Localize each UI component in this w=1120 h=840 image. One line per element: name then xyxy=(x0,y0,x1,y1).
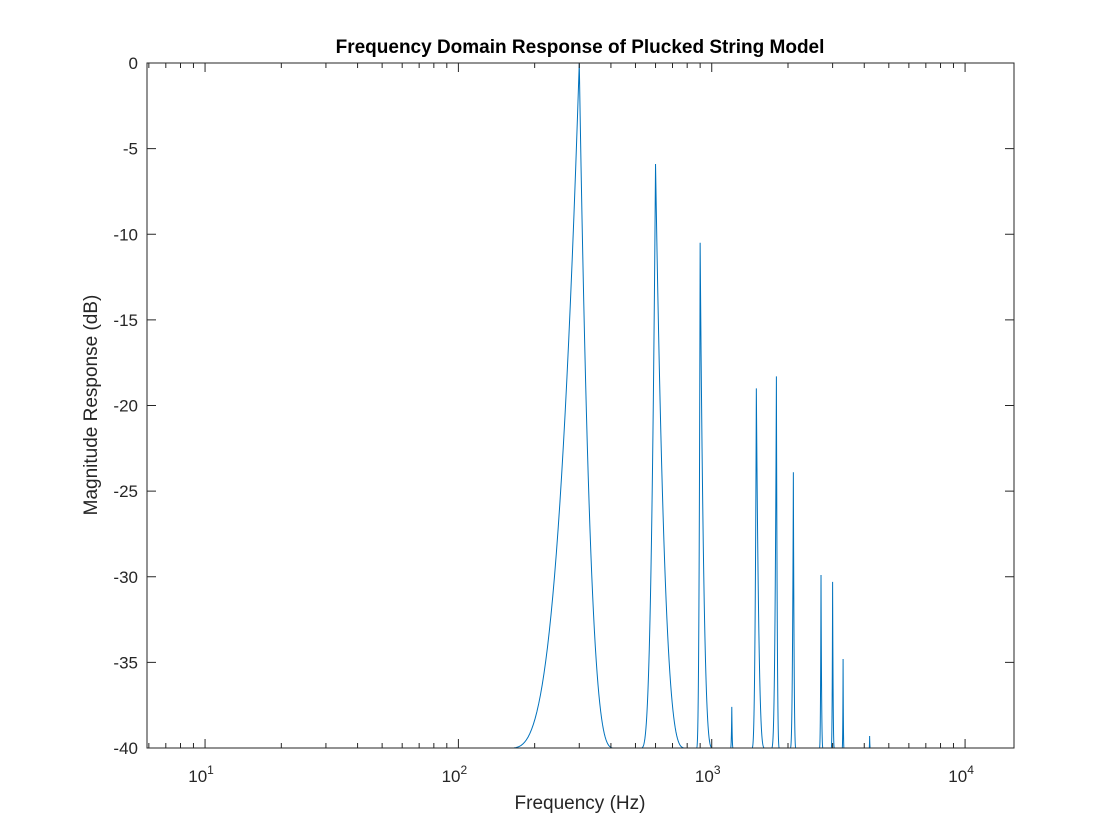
y-tick-label: -25 xyxy=(113,482,138,501)
x-tick-label: 104 xyxy=(948,763,974,786)
y-tick-label: -35 xyxy=(113,653,138,672)
peak-line xyxy=(696,242,713,749)
y-tick-label: -20 xyxy=(113,397,138,416)
peak-line xyxy=(830,581,835,749)
peak-line xyxy=(771,376,780,749)
x-axis-label: Frequency (Hz) xyxy=(515,793,646,814)
peak-line xyxy=(790,472,797,749)
x-tick-label: 102 xyxy=(442,763,468,786)
chart-title: Frequency Domain Response of Plucked Str… xyxy=(336,37,825,58)
peak-line xyxy=(819,575,824,749)
plot-background xyxy=(147,63,1014,748)
y-tick-label: -40 xyxy=(113,739,138,758)
peak-line xyxy=(841,658,845,749)
y-tick-label: 0 xyxy=(129,54,138,73)
x-tick-label: 103 xyxy=(695,763,721,786)
peak-line xyxy=(730,706,734,749)
y-tick-label: -5 xyxy=(123,140,138,159)
ticks-layer: 101 102 103 104 0 -5 -10 -15 -20 -25 -30 -35 -40 xyxy=(113,54,1014,786)
peak-line xyxy=(640,164,686,749)
peak-line xyxy=(751,388,765,749)
y-axis-label: Magnitude Response (dB) xyxy=(81,295,102,516)
x-tick-label: 101 xyxy=(188,763,214,786)
y-tick-label: -30 xyxy=(113,568,138,587)
y-tick-label: -15 xyxy=(113,311,138,330)
y-tick-label: -10 xyxy=(113,225,138,244)
